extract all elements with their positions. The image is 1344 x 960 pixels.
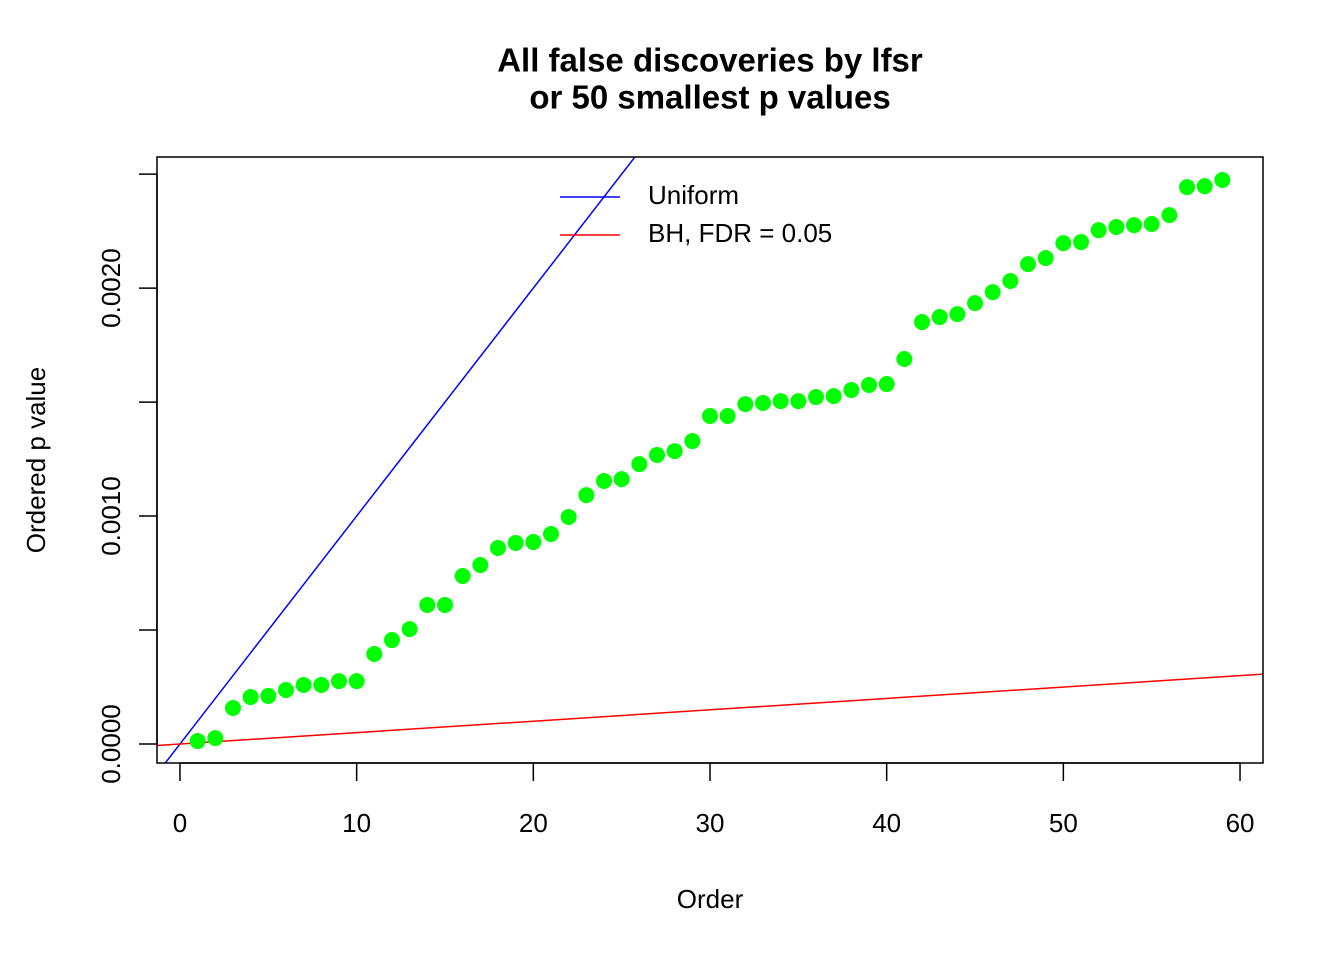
point <box>808 389 825 406</box>
point <box>242 689 259 706</box>
x-tick-label: 0 <box>173 808 187 838</box>
point <box>914 314 931 331</box>
reference-line <box>157 673 1263 747</box>
point <box>949 306 966 323</box>
point <box>1108 218 1125 235</box>
y-tick-label: 0.0020 <box>96 248 126 328</box>
point <box>755 394 772 411</box>
point <box>525 534 542 551</box>
point <box>260 687 277 704</box>
point <box>878 376 895 393</box>
point <box>896 350 913 367</box>
point <box>419 596 436 613</box>
point <box>1143 216 1160 233</box>
point <box>330 673 347 690</box>
point <box>1037 249 1054 266</box>
point <box>1126 217 1143 234</box>
point <box>436 596 453 613</box>
point <box>383 632 400 649</box>
point <box>702 407 718 424</box>
point <box>189 733 206 750</box>
point <box>861 376 878 393</box>
point <box>595 472 612 489</box>
point <box>984 284 1001 301</box>
point <box>277 681 294 698</box>
point <box>1161 207 1178 224</box>
plot-area <box>157 157 1263 763</box>
point <box>1073 234 1090 251</box>
point <box>313 676 330 693</box>
x-tick-label: 40 <box>872 808 901 838</box>
y-tick-label: 0.0010 <box>96 476 126 556</box>
x-tick-label: 30 <box>696 808 725 838</box>
point <box>348 673 365 690</box>
point <box>454 568 471 585</box>
point <box>1002 273 1019 290</box>
chart-title: All false discoveries by lfsr <box>497 42 923 79</box>
point <box>489 539 506 556</box>
legend-label: BH, FDR = 0.05 <box>648 218 832 248</box>
x-tick-label: 10 <box>342 808 371 838</box>
point <box>613 471 630 488</box>
point <box>472 557 489 574</box>
point <box>542 526 559 543</box>
point <box>366 645 383 662</box>
point <box>1214 172 1231 189</box>
point <box>1055 235 1072 252</box>
point <box>295 676 312 693</box>
point <box>967 295 984 312</box>
point <box>843 381 860 398</box>
point <box>790 393 807 410</box>
y-tick-label: 0.0000 <box>96 704 126 784</box>
point <box>401 621 418 638</box>
point <box>1090 222 1107 239</box>
point <box>507 534 524 551</box>
point <box>772 393 789 410</box>
y-axis-label: Ordered p value <box>21 367 51 553</box>
point <box>207 730 224 747</box>
point <box>737 396 754 413</box>
point <box>719 407 736 424</box>
x-tick-label: 50 <box>1049 808 1078 838</box>
chart-title: or 50 smallest p values <box>529 79 890 116</box>
point <box>224 699 241 716</box>
point <box>560 508 577 525</box>
point <box>931 309 948 326</box>
legend-label: Uniform <box>648 180 739 210</box>
point <box>648 446 665 463</box>
x-axis-label: Order <box>677 884 744 914</box>
point <box>631 456 648 473</box>
point <box>825 388 842 405</box>
point <box>1196 178 1213 195</box>
point <box>666 443 683 460</box>
x-tick-label: 60 <box>1226 808 1255 838</box>
point <box>684 433 701 450</box>
point <box>1020 256 1037 273</box>
x-tick-label: 20 <box>519 808 548 838</box>
point <box>578 487 595 504</box>
reference-line <box>164 157 636 763</box>
point <box>1179 179 1196 196</box>
